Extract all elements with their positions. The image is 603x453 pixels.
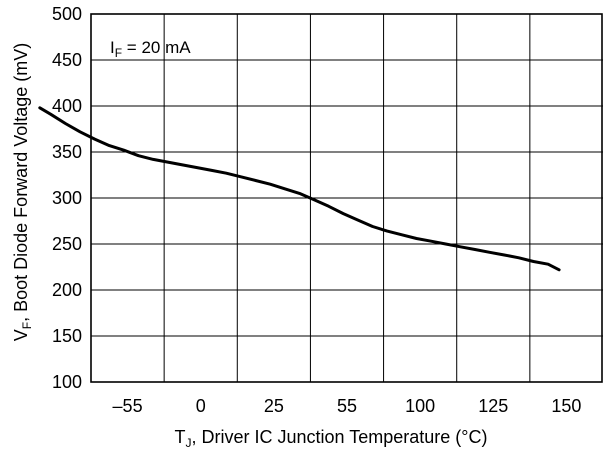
x-tick-label: 0 [196, 396, 206, 416]
y-tick-label: 250 [52, 234, 82, 254]
x-tick-label: 25 [264, 396, 284, 416]
x-axis-label: TJ, Driver IC Junction Temperature (°C) [175, 427, 488, 450]
y-tick-label: 400 [52, 96, 82, 116]
test-condition-label: IF = 20 mA [110, 38, 191, 60]
y-tick-label: 350 [52, 142, 82, 162]
x-tick-label: 100 [405, 396, 435, 416]
x-tick-label: 150 [551, 396, 581, 416]
y-tick-label: 100 [52, 372, 82, 392]
y-tick-label: 300 [52, 188, 82, 208]
x-tick-labels: –55 0 25 55 100 125 150 [113, 396, 582, 416]
y-tick-label: 200 [52, 280, 82, 300]
series-line [40, 108, 559, 270]
y-tick-label: 150 [52, 326, 82, 346]
grid-lines [91, 14, 603, 382]
y-tick-label: 450 [52, 50, 82, 70]
x-tick-label: 125 [478, 396, 508, 416]
y-tick-labels: 100 150 200 250 300 350 400 450 500 [52, 4, 82, 392]
y-tick-label: 500 [52, 4, 82, 24]
x-tick-label: 55 [337, 396, 357, 416]
x-tick-label: –55 [113, 396, 143, 416]
y-axis-label: VF, Boot Diode Forward Voltage (mV) [11, 43, 34, 341]
